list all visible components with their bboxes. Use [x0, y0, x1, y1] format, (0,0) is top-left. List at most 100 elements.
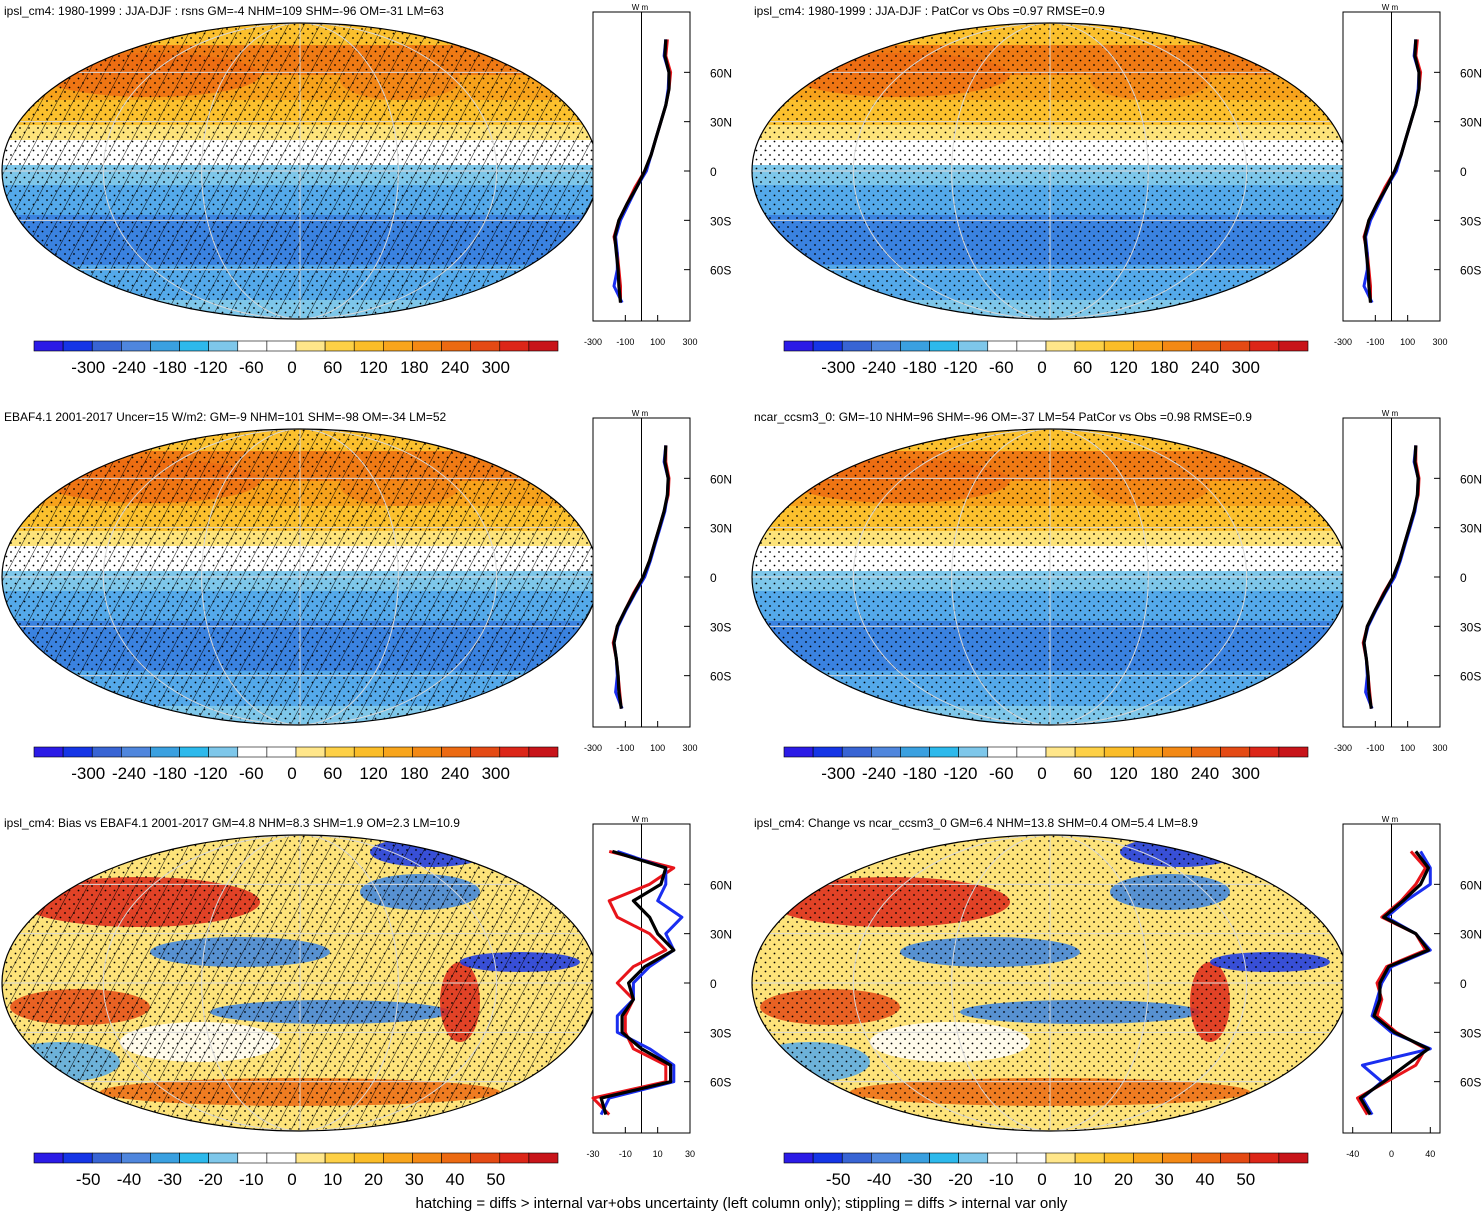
profile-xtick-label: -300: [584, 337, 602, 347]
profile-xtick-label: 100: [650, 337, 665, 347]
colorbar-swatch: [783, 746, 814, 758]
profile-series-line: [599, 849, 676, 1116]
colorbar-swatch: [441, 340, 471, 352]
profile-lat-label: 60S: [710, 670, 731, 684]
colorbar-tick-label: -120: [943, 358, 977, 377]
profile-xtick-label: -100: [1366, 743, 1384, 753]
colorbar-swatch: [208, 340, 239, 352]
profile-plot: W m -40 0 40 60N 30N 0 30S 60S: [1342, 815, 1482, 1159]
profile-lat-label: 30N: [710, 928, 732, 942]
colorbar-swatch: [929, 1152, 959, 1164]
figure-footnote: hatching = diffs > internal var+obs unce…: [415, 1195, 1068, 1212]
colorbar-tick-label: 20: [1114, 1170, 1133, 1189]
colorbar-tick-label: 60: [1073, 764, 1092, 783]
colorbar-tick-label: -300: [821, 764, 855, 783]
colorbar-swatch: [1220, 746, 1251, 758]
profile-lat-label: 0: [1460, 977, 1467, 991]
profile-series-line: [612, 445, 670, 709]
colorbar-swatch: [1016, 746, 1047, 758]
colorbar-tick-label: 60: [323, 358, 342, 377]
colorbar-swatch: [1278, 1152, 1309, 1164]
colorbar-swatch: [1133, 1152, 1163, 1164]
colorbar-tick-label: 120: [1109, 764, 1137, 783]
graticule-lon: [951, 835, 1149, 1131]
colorbar-swatch: [208, 1152, 239, 1164]
profile-lat-label: 30N: [1460, 928, 1482, 942]
colorbar-tick-label: -180: [903, 764, 937, 783]
colorbar-swatch: [900, 746, 930, 758]
colorbar-tick-label: 30: [405, 1170, 424, 1189]
colorbar-swatch: [121, 746, 151, 758]
colorbar-swatch: [929, 746, 959, 758]
graticule-lon: [201, 835, 399, 1131]
colorbar-swatch: [783, 340, 814, 352]
profile-xtick-label: 100: [1400, 743, 1415, 753]
colorbar-swatch: [1278, 340, 1309, 352]
colorbar-tick-label: -180: [903, 358, 937, 377]
colorbar-swatch: [383, 1152, 413, 1164]
colorbar-tick-label: -300: [71, 764, 105, 783]
colorbar-swatch: [499, 340, 530, 352]
colorbar-tick-label: 240: [441, 358, 469, 377]
colorbar-tick-label: -180: [153, 358, 187, 377]
profile-xtick-label: -300: [584, 743, 602, 753]
colorbar-swatch: [812, 1152, 843, 1164]
colorbar-swatch: [1191, 1152, 1221, 1164]
graticule-lon: [102, 429, 498, 725]
colorbar-swatch: [266, 340, 297, 352]
colorbar-swatch: [871, 1152, 901, 1164]
colorbar-swatch: [499, 1152, 530, 1164]
map-field: [2, 835, 598, 1131]
colorbar-swatch: [353, 1152, 384, 1164]
colorbar-swatch: [33, 746, 64, 758]
profile-lat-label: 60N: [710, 878, 732, 892]
profile-xtick-label: 100: [650, 743, 665, 753]
colorbar-tick-label: 0: [1037, 764, 1046, 783]
panel-title: ipsl_cm4: 1980-1999 : JJA-DJF : rsns GM=…: [4, 4, 444, 18]
colorbar-swatch: [871, 340, 901, 352]
colorbar-swatch: [179, 340, 209, 352]
colorbar-tick-label: -10: [239, 1170, 264, 1189]
colorbar-tick-label: -300: [821, 358, 855, 377]
profile-series-line: [613, 39, 671, 303]
colorbar-swatch: [987, 1152, 1018, 1164]
colorbar-swatch: [783, 1152, 814, 1164]
profile-xtick-label: -10: [619, 1149, 632, 1159]
profile-xtick-label: 300: [1432, 337, 1447, 347]
colorbar-tick-label: -10: [989, 1170, 1014, 1189]
profile-xtick-label: 0: [1389, 1149, 1394, 1159]
graticule-lon: [951, 23, 1149, 319]
colorbar-swatch: [1045, 1152, 1076, 1164]
colorbar-swatch: [441, 746, 471, 758]
colorbar-swatch: [841, 340, 872, 352]
colorbar-swatch: [179, 746, 209, 758]
colorbar-swatch: [62, 746, 93, 758]
profile-ylabel: W m: [632, 815, 649, 824]
colorbar-swatch: [1074, 340, 1105, 352]
colorbar-swatch: [1220, 340, 1251, 352]
panel-3: EBAF4.1 2001-2017 Uncer=15 W/m2: GM=-9 N…: [1, 409, 732, 783]
panel-5: ipsl_cm4: Bias vs EBAF4.1 2001-2017 GM=4…: [1, 815, 732, 1189]
colorbar-tick-label: -60: [239, 358, 264, 377]
colorbar-tick-label: -50: [76, 1170, 101, 1189]
colorbar-tick-label: 0: [1037, 1170, 1046, 1189]
colorbar-tick-label: 30: [1155, 1170, 1174, 1189]
profile-xtick-label: 30: [685, 1149, 695, 1159]
colorbar-tick-label: -240: [862, 358, 896, 377]
colorbar-swatch: [33, 1152, 64, 1164]
colorbar-swatch: [150, 340, 180, 352]
colorbar-swatch: [528, 1152, 559, 1164]
profile-ylabel: W m: [632, 409, 649, 418]
profile-ylabel: W m: [1382, 815, 1399, 824]
colorbar-swatch: [91, 746, 122, 758]
profile-plot: W m -300 -100 100 300 60N 30N 0 30S 60S: [584, 3, 732, 347]
colorbar-tick-label: 180: [1150, 764, 1178, 783]
colorbar-swatch: [295, 746, 326, 758]
graticule-lon: [102, 23, 498, 319]
colorbar-swatch: [900, 1152, 930, 1164]
colorbar-tick-label: -20: [948, 1170, 973, 1189]
colorbar-tick-label: 20: [364, 1170, 383, 1189]
panel-title: ipsl_cm4: Bias vs EBAF4.1 2001-2017 GM=4…: [4, 816, 460, 830]
profile-lat-label: 60N: [1460, 472, 1482, 486]
colorbar-swatch: [266, 1152, 297, 1164]
